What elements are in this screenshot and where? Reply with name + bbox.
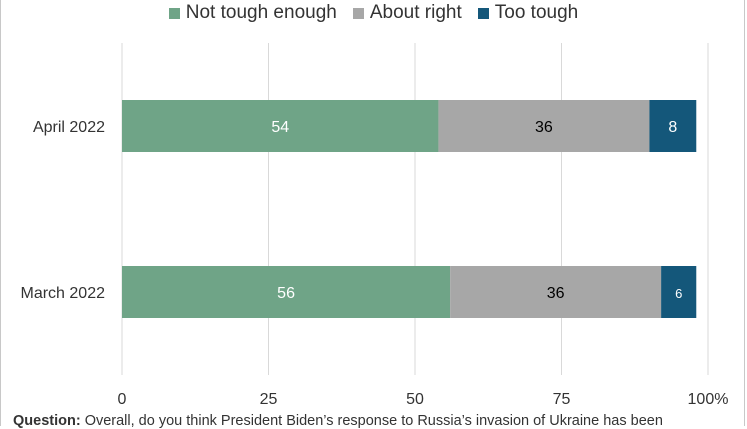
x-tick-label: 0: [118, 391, 127, 408]
legend-swatch-about-right: [352, 7, 364, 19]
bar-segment: [649, 100, 697, 152]
data-label: 36: [535, 119, 553, 136]
x-tick-label: 50: [406, 391, 424, 408]
bar-segment: [450, 266, 662, 318]
x-tick-label: 100%: [688, 391, 729, 408]
footnote-label: Question:: [13, 413, 81, 429]
legend-item-not-tough-enough: Not tough enough: [168, 2, 337, 24]
x-tick-label: 75: [553, 391, 571, 408]
footnote-text: Overall, do you think President Biden’s …: [80, 413, 663, 429]
bar-segment: [122, 100, 439, 152]
data-label: 54: [271, 119, 289, 136]
legend-label-about-right: About right: [369, 2, 462, 23]
bar-segment: [438, 100, 650, 152]
data-label: 36: [547, 285, 565, 302]
legend-label-not-tough-enough: Not tough enough: [185, 2, 337, 23]
category-label: March 2022: [21, 285, 106, 302]
legend-label-too-tough: Too tough: [494, 2, 579, 23]
legend-swatch-not-tough-enough: [168, 7, 180, 19]
data-label: 56: [277, 285, 295, 302]
data-label: 6: [675, 286, 682, 301]
bar-segment: [661, 266, 697, 318]
legend-swatch-too-tough: [477, 7, 489, 19]
legend-item-too-tough: Too tough: [477, 2, 579, 24]
footnote: Question: Overall, do you think Presiden…: [13, 413, 743, 429]
category-label: April 2022: [33, 119, 105, 136]
data-label: 8: [668, 119, 677, 136]
legend-item-about-right: About right: [352, 2, 462, 24]
x-tick-label: 25: [260, 391, 278, 408]
bar-segment: [122, 266, 451, 318]
legend: Not tough enough About right Too tough: [0, 1, 747, 25]
